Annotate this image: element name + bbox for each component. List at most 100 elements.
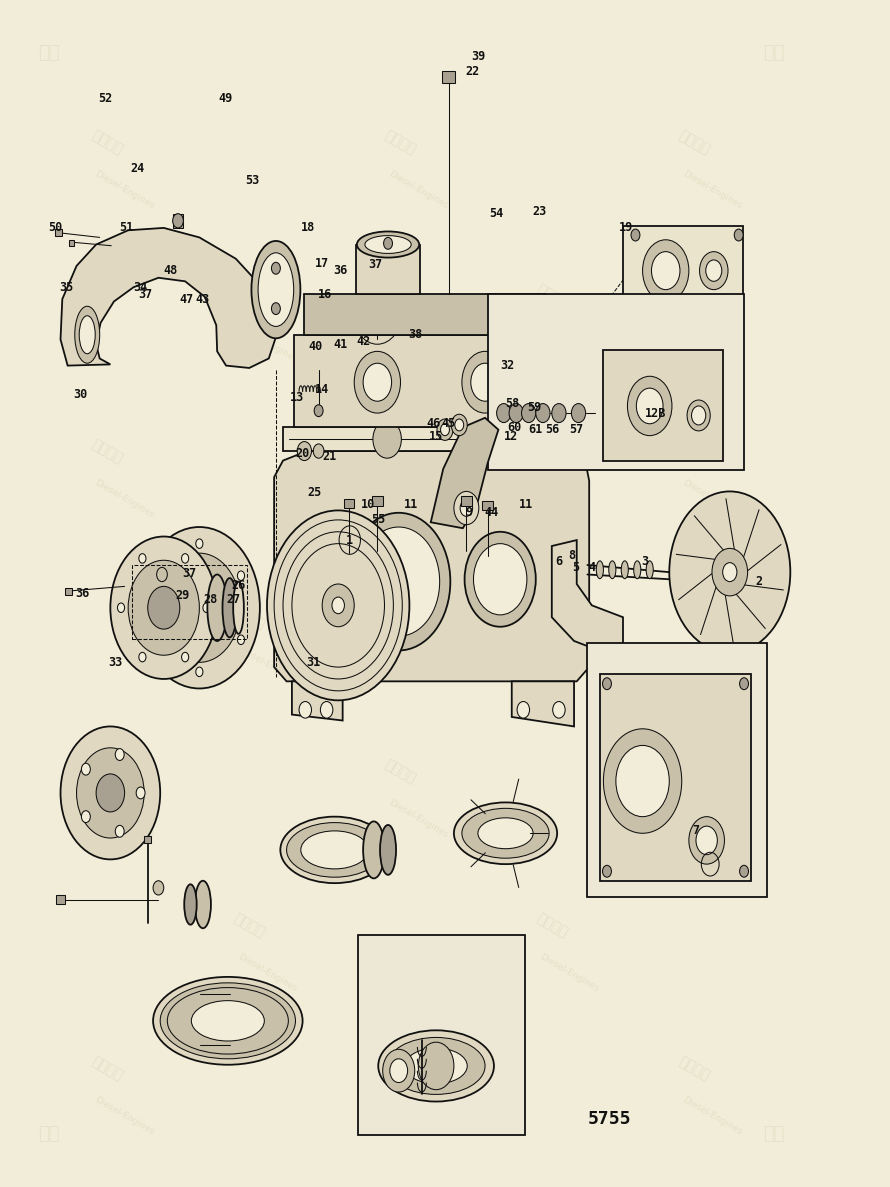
Ellipse shape [387, 1037, 485, 1094]
Text: 动力: 动力 [764, 44, 785, 63]
Text: 45: 45 [441, 418, 456, 430]
Text: 柴发动力: 柴发动力 [676, 1054, 712, 1083]
Text: 32: 32 [500, 360, 514, 372]
Text: 柴发动力: 柴发动力 [89, 128, 125, 157]
Circle shape [477, 420, 506, 458]
Circle shape [299, 702, 312, 718]
Circle shape [631, 300, 640, 312]
Ellipse shape [184, 884, 197, 925]
Text: 37: 37 [182, 567, 197, 579]
Text: 19: 19 [619, 222, 633, 234]
Ellipse shape [233, 582, 244, 634]
Circle shape [203, 603, 210, 612]
Circle shape [157, 567, 167, 582]
Ellipse shape [363, 821, 384, 878]
Ellipse shape [160, 983, 295, 1059]
Text: 12: 12 [504, 431, 518, 443]
Circle shape [116, 825, 125, 837]
Text: 29: 29 [175, 590, 190, 602]
Text: 28: 28 [204, 594, 218, 605]
Text: Diesel-Engines: Diesel-Engines [538, 324, 601, 364]
Text: 11: 11 [519, 499, 533, 510]
Text: Diesel-Engines: Diesel-Engines [236, 953, 298, 994]
Text: 58: 58 [506, 398, 520, 410]
Text: Diesel-Engines: Diesel-Engines [538, 953, 601, 994]
Circle shape [706, 260, 722, 281]
Circle shape [173, 214, 183, 228]
Bar [587, 643, 767, 897]
Ellipse shape [195, 881, 211, 928]
Bar [356, 245, 420, 294]
Text: Diesel-Engines: Diesel-Engines [681, 170, 743, 210]
Circle shape [363, 363, 392, 401]
Ellipse shape [357, 231, 419, 258]
Text: 柴发动力: 柴发动力 [534, 912, 570, 940]
Circle shape [148, 586, 180, 629]
Text: 52: 52 [98, 93, 112, 104]
Text: 39: 39 [471, 51, 485, 63]
Circle shape [552, 404, 566, 423]
Text: 20: 20 [295, 447, 310, 459]
Circle shape [536, 404, 550, 423]
Text: 柴发动力: 柴发动力 [383, 757, 418, 786]
Text: 12B: 12B [645, 407, 667, 419]
Polygon shape [292, 681, 343, 721]
Text: 42: 42 [356, 336, 370, 348]
Circle shape [471, 363, 499, 401]
Text: 18: 18 [301, 222, 315, 234]
Circle shape [700, 252, 728, 290]
Circle shape [196, 667, 203, 677]
Circle shape [451, 414, 467, 436]
Ellipse shape [478, 818, 533, 849]
Circle shape [616, 745, 669, 817]
Text: 44: 44 [484, 507, 498, 519]
Ellipse shape [646, 561, 653, 579]
Text: Diesel-Engines: Diesel-Engines [387, 799, 449, 839]
Text: 21: 21 [322, 451, 336, 463]
Text: 2: 2 [756, 576, 763, 588]
Circle shape [689, 817, 724, 864]
Circle shape [603, 729, 682, 833]
Polygon shape [61, 228, 276, 368]
Text: 柴发动力: 柴发动力 [676, 437, 712, 465]
Circle shape [734, 229, 743, 241]
Circle shape [139, 553, 146, 563]
Circle shape [117, 603, 125, 612]
Circle shape [81, 811, 90, 823]
Bar [344, 499, 354, 508]
Circle shape [158, 553, 240, 662]
Text: 48: 48 [164, 265, 178, 277]
Text: 柴发动力: 柴发动力 [383, 1054, 418, 1083]
Text: 5: 5 [572, 561, 579, 573]
Text: 柴发动力: 柴发动力 [231, 603, 267, 631]
Text: 16: 16 [318, 288, 332, 300]
Circle shape [313, 444, 324, 458]
Circle shape [383, 1049, 415, 1092]
Circle shape [631, 229, 640, 241]
Bar [461, 496, 472, 506]
Circle shape [553, 702, 565, 718]
Circle shape [320, 702, 333, 718]
Text: 柴发动力: 柴发动力 [231, 283, 267, 311]
Text: 15: 15 [429, 431, 443, 443]
Circle shape [110, 537, 217, 679]
Text: Diesel-Engines: Diesel-Engines [93, 799, 156, 839]
Text: 27: 27 [226, 594, 240, 605]
Text: 49: 49 [218, 93, 232, 104]
Polygon shape [283, 427, 578, 451]
Text: 55: 55 [371, 514, 385, 526]
Ellipse shape [258, 253, 294, 326]
Text: 25: 25 [307, 487, 321, 499]
Text: Diesel-Engines: Diesel-Engines [93, 1096, 156, 1136]
Text: 34: 34 [134, 281, 148, 293]
Ellipse shape [634, 561, 641, 579]
Text: 柴发动力: 柴发动力 [383, 437, 418, 465]
Circle shape [462, 351, 508, 413]
Circle shape [571, 404, 586, 423]
Text: Diesel-Engines: Diesel-Engines [681, 1096, 743, 1136]
Circle shape [182, 553, 189, 563]
Polygon shape [545, 313, 623, 385]
Ellipse shape [378, 1030, 494, 1102]
Ellipse shape [287, 823, 383, 877]
Text: 33: 33 [109, 656, 123, 668]
